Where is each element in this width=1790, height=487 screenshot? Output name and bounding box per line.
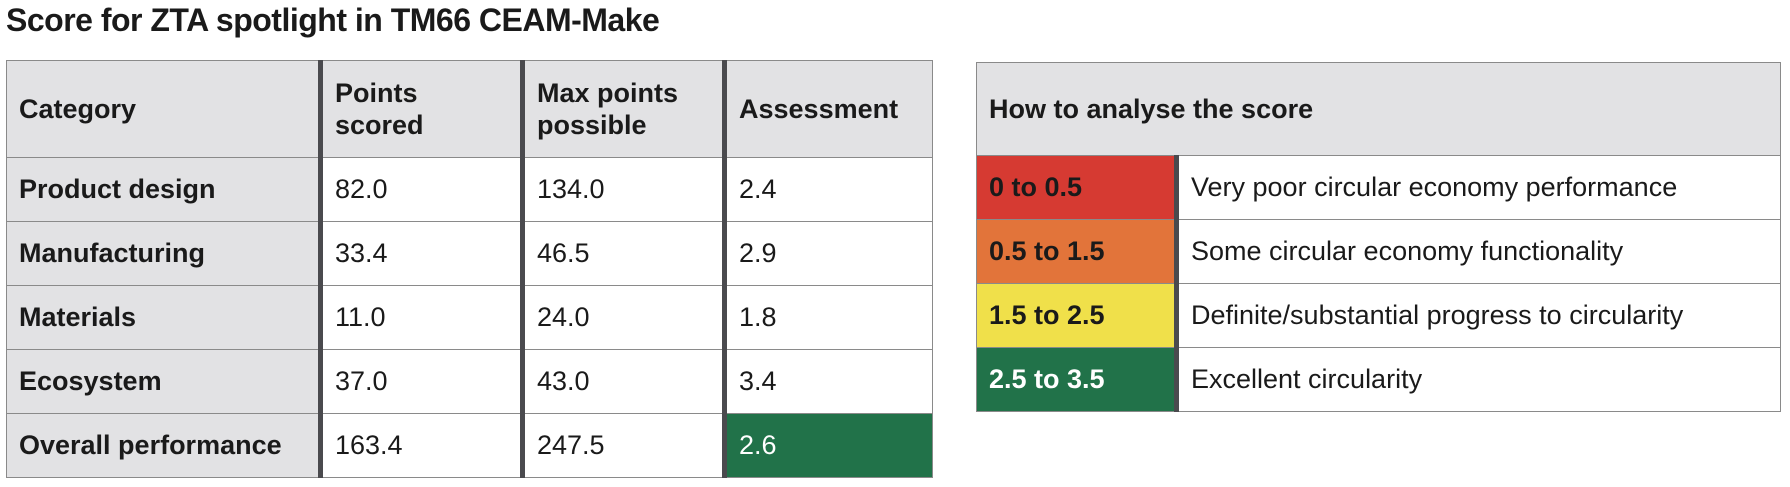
points-cell: 33.4 <box>318 221 523 286</box>
assessment-cell: 1.8 <box>722 285 933 350</box>
header-max-points: Max points possible <box>520 60 725 158</box>
key-row: 2.5 to 3.5 Excellent circularity <box>976 347 1782 412</box>
range-cell-definite: 1.5 to 2.5 <box>976 283 1179 348</box>
table-row: Manufacturing 33.4 46.5 2.9 <box>6 221 933 286</box>
category-cell: Ecosystem <box>6 349 321 414</box>
key-row: 0 to 0.5 Very poor circular economy perf… <box>976 155 1782 220</box>
table-row: Ecosystem 37.0 43.0 3.4 <box>6 349 933 414</box>
overall-assessment-cell: 2.6 <box>722 413 933 478</box>
max-points-cell: 247.5 <box>520 413 725 478</box>
max-points-cell: 46.5 <box>520 221 725 286</box>
category-cell: Manufacturing <box>6 221 321 286</box>
points-cell: 163.4 <box>318 413 523 478</box>
assessment-cell: 2.4 <box>722 157 933 222</box>
header-points-scored: Points scored <box>318 60 523 158</box>
max-points-cell: 43.0 <box>520 349 725 414</box>
assessment-cell: 2.9 <box>722 221 933 286</box>
key-table-header: How to analyse the score <box>975 62 1782 156</box>
assessment-cell: 3.4 <box>722 349 933 414</box>
points-cell: 37.0 <box>318 349 523 414</box>
score-table: Category Points scored Max points possib… <box>6 60 933 478</box>
page-title: Score for ZTA spotlight in TM66 CEAM-Mak… <box>6 2 660 38</box>
key-row: 1.5 to 2.5 Definite/substantial progress… <box>976 283 1782 348</box>
max-points-cell: 134.0 <box>520 157 725 222</box>
score-key-table: How to analyse the score 0 to 0.5 Very p… <box>975 62 1782 412</box>
points-cell: 82.0 <box>318 157 523 222</box>
description-cell: Definite/substantial progress to circula… <box>1175 283 1782 348</box>
category-cell: Overall performance <box>6 413 321 478</box>
category-cell: Materials <box>6 285 321 350</box>
table-row: Materials 11.0 24.0 1.8 <box>6 285 933 350</box>
description-cell: Very poor circular economy performance <box>1175 155 1782 220</box>
max-points-cell: 24.0 <box>520 285 725 350</box>
header-category: Category <box>6 60 321 158</box>
range-cell-some: 0.5 to 1.5 <box>976 219 1179 284</box>
key-row: 0.5 to 1.5 Some circular economy functio… <box>976 219 1782 284</box>
table-row: Product design 82.0 134.0 2.4 <box>6 157 933 222</box>
header-points-line2: scored <box>335 110 424 140</box>
range-cell-excellent: 2.5 to 3.5 <box>976 347 1179 412</box>
header-max-line2: possible <box>537 110 647 140</box>
header-points-line1: Points <box>335 78 418 108</box>
range-cell-very-poor: 0 to 0.5 <box>976 155 1179 220</box>
category-cell: Product design <box>6 157 321 222</box>
table-row-overall: Overall performance 163.4 247.5 2.6 <box>6 413 933 478</box>
header-assessment: Assessment <box>722 60 933 158</box>
key-table-header-row: How to analyse the score <box>975 62 1782 156</box>
points-cell: 11.0 <box>318 285 523 350</box>
description-cell: Some circular economy functionality <box>1175 219 1782 284</box>
header-max-line1: Max points <box>537 78 679 108</box>
description-cell: Excellent circularity <box>1175 347 1782 412</box>
score-table-header-row: Category Points scored Max points possib… <box>6 60 933 158</box>
